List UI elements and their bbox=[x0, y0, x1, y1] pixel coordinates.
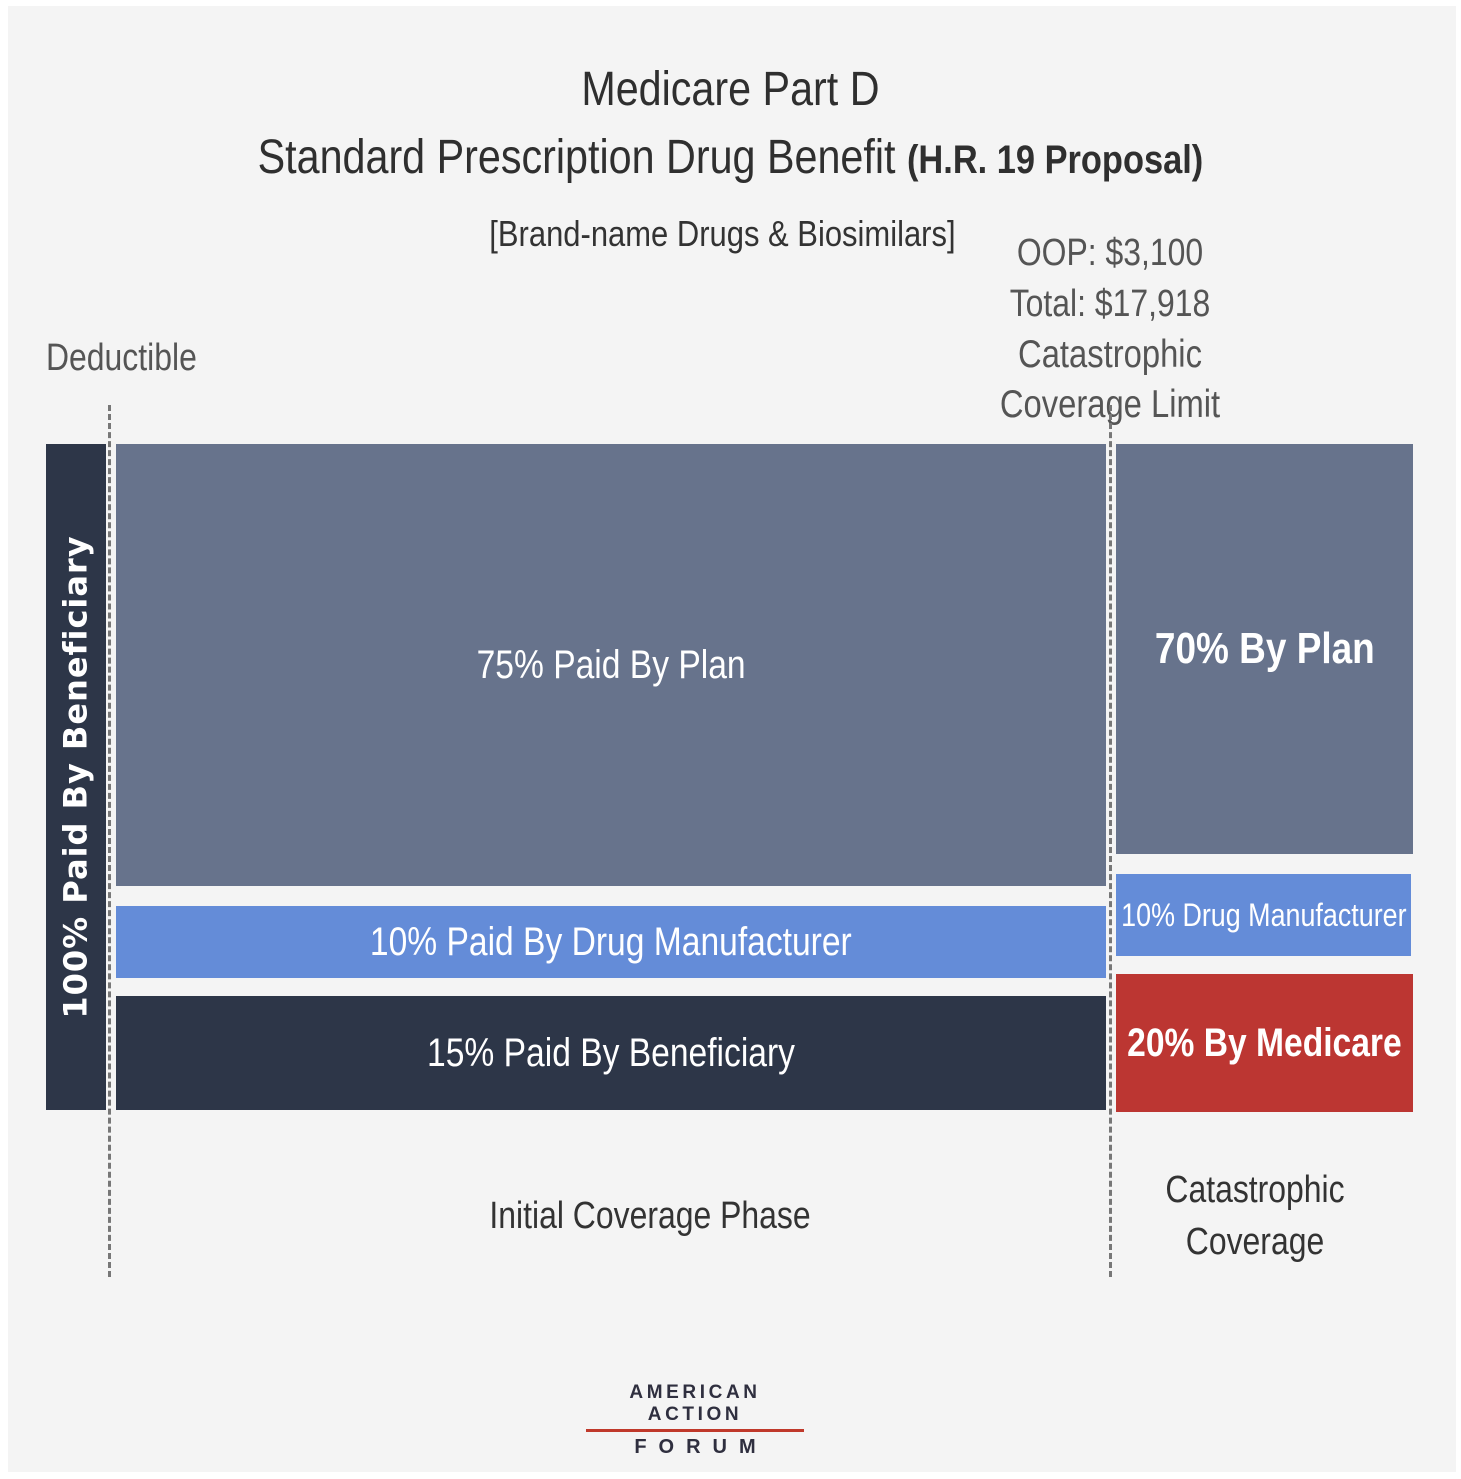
subtitle: [Brand-name Drugs & Biosimilars] bbox=[489, 213, 956, 254]
catastrophic-plan-block: 70% By Plan bbox=[1116, 444, 1413, 854]
deductible-label: Deductible bbox=[46, 337, 197, 379]
oop-label: OOP: $3,100 bbox=[1016, 232, 1204, 274]
initial-manufacturer-label: 10% Paid By Drug Manufacturer bbox=[370, 919, 852, 964]
catastrophic-limit-label: Catastrophic Coverage Limit bbox=[999, 333, 1221, 426]
catastrophic-medicare-block: 20% By Medicare bbox=[1116, 974, 1413, 1112]
logo-line2: FORUM bbox=[634, 1436, 768, 1458]
initial-beneficiary-label: 15% Paid By Beneficiary bbox=[427, 1030, 795, 1075]
title-line2-main: Standard Prescription Drug Benefit bbox=[257, 131, 907, 184]
deductible-block: 100% Paid By Beneficiary bbox=[46, 444, 106, 1110]
catastrophic-medicare-label: 20% By Medicare bbox=[1127, 1020, 1402, 1065]
total-label: Total: $17,918 bbox=[1009, 283, 1211, 325]
deductible-divider bbox=[108, 405, 111, 1277]
logo-line1: AMERICAN ACTION bbox=[629, 1382, 761, 1425]
catastrophic-manufacturer-label: 10% Drug Manufacturer bbox=[1120, 896, 1407, 933]
initial-plan-label: 75% Paid By Plan bbox=[476, 642, 746, 687]
catastrophic-manufacturer-block: 10% Drug Manufacturer bbox=[1116, 874, 1411, 956]
title-line2: Standard Prescription Drug Benefit (H.R.… bbox=[102, 130, 1358, 185]
title-line1: Medicare Part D bbox=[581, 63, 880, 116]
catastrophic-phase-line1: Catastrophic bbox=[1165, 1169, 1345, 1211]
initial-beneficiary-block: 15% Paid By Beneficiary bbox=[116, 996, 1106, 1110]
deductible-block-label: 100% Paid By Beneficiary bbox=[57, 535, 96, 1019]
catastrophic-divider bbox=[1109, 405, 1112, 1277]
catastrophic-phase-line2: Coverage bbox=[1185, 1221, 1325, 1263]
title-line2-proposal: (H.R. 19 Proposal) bbox=[906, 138, 1204, 182]
logo-accent-bar bbox=[586, 1429, 804, 1432]
american-action-forum-logo: AMERICAN ACTION FORUM bbox=[586, 1382, 804, 1459]
catastrophic-phase-label: Catastrophic Coverage bbox=[1146, 1164, 1364, 1268]
catastrophic-plan-label: 70% By Plan bbox=[1154, 624, 1375, 673]
initial-manufacturer-block: 10% Paid By Drug Manufacturer bbox=[116, 906, 1106, 978]
initial-plan-block: 75% Paid By Plan bbox=[116, 444, 1106, 886]
initial-phase-label: Initial Coverage Phase bbox=[489, 1195, 811, 1237]
